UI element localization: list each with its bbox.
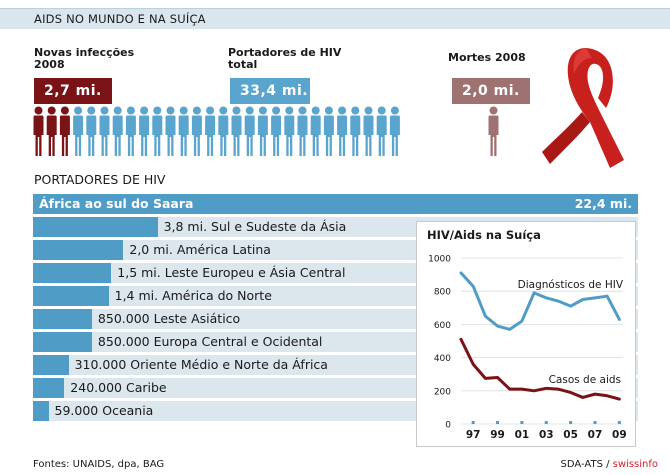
y-tick-label: 800 xyxy=(434,288,451,298)
region-bar xyxy=(33,263,112,283)
x-tick-label: 07 xyxy=(588,429,603,441)
x-tick-mark xyxy=(520,421,524,424)
person-icon xyxy=(59,106,70,156)
y-tick-label: 1000 xyxy=(428,255,451,265)
person-icon xyxy=(297,106,308,156)
x-tick-label: 01 xyxy=(515,429,530,441)
region-label: 3,8 mi. Sul e Sudeste da Ásia xyxy=(163,219,347,234)
region-bar xyxy=(33,378,65,398)
region-bar xyxy=(33,286,109,306)
y-tick-label: 0 xyxy=(445,421,451,431)
credit-prefix: SDA-ATS / xyxy=(560,459,613,470)
page-title: AIDS NO MUNDO E NA SUÍÇA xyxy=(34,12,206,26)
inset-chart-frame: HIV/Aids na Suíça 0 200 400 600 800 1000 97 99 01… xyxy=(416,221,636,447)
person-icon xyxy=(244,106,255,156)
person-icon xyxy=(86,106,97,156)
person-icon xyxy=(152,106,163,156)
region-bar xyxy=(33,332,92,352)
region-label: 240.000 Caribe xyxy=(70,380,167,395)
person-icon xyxy=(310,106,321,156)
region-label: 850.000 Leste Asiático xyxy=(97,311,241,326)
stat-label-line2: total xyxy=(228,58,258,71)
series-line xyxy=(459,337,621,401)
y-tick-label: 600 xyxy=(434,321,451,331)
series-line xyxy=(459,271,621,331)
stat-label-hiv-carriers: Portadores de HIV total xyxy=(228,47,341,71)
sources-text: Fontes: UNAIDS, dpa, BAG xyxy=(33,459,165,470)
region-label: 59.000 Oceania xyxy=(54,403,154,418)
person-icon xyxy=(376,106,387,156)
region-bar xyxy=(33,194,638,214)
x-tick-mark xyxy=(496,421,500,424)
region-label: 1,4 mi. América do Norte xyxy=(114,288,272,303)
stat-label-line1: Mortes 2008 xyxy=(448,51,526,64)
series-label: Diagnósticos de HIV xyxy=(518,279,624,291)
stat-label-line1: Portadores de HIV xyxy=(228,46,342,59)
person-icon xyxy=(488,106,499,156)
people-icons xyxy=(33,106,499,156)
x-tick-label: 97 xyxy=(466,429,481,441)
person-icon xyxy=(257,106,268,156)
region-label: 1,5 mi. Leste Europeu e Ásia Central xyxy=(117,265,346,280)
aids-ribbon-icon xyxy=(542,48,624,168)
person-icon xyxy=(271,106,282,156)
x-tick-label: 09 xyxy=(612,429,627,441)
x-tick-label: 03 xyxy=(539,429,554,441)
y-tick-label: 400 xyxy=(434,354,451,364)
line-chart: HIV/Aids na Suíça 0 200 400 600 800 1000 97 99 01… xyxy=(427,228,627,441)
region-label: 310.000 Oriente Médio e Norte da África xyxy=(74,357,328,372)
region-value: 22,4 mi. xyxy=(574,196,632,211)
stat-value-deaths: 2,0 mi. xyxy=(452,78,530,104)
region-label: 850.000 Europa Central e Ocidental xyxy=(97,334,323,349)
region-bar xyxy=(33,355,69,375)
region-bar xyxy=(33,401,49,421)
person-icon xyxy=(350,106,361,156)
header-bar: AIDS NO MUNDO E NA SUÍÇA xyxy=(0,8,670,29)
stat-value-new-infections: 2,7 mi. xyxy=(34,78,112,104)
series-label: Casos de aids xyxy=(549,374,621,386)
person-icon xyxy=(33,106,44,156)
stat-label-line2: 2008 xyxy=(34,58,65,71)
chart-title: HIV/Aids na Suíça xyxy=(427,228,541,242)
x-tick-label: 05 xyxy=(563,429,578,441)
person-icon xyxy=(139,106,150,156)
stat-label-line1: Novas infecções xyxy=(34,46,135,59)
person-icon xyxy=(112,106,123,156)
section-title: PORTADORES DE HIV xyxy=(34,172,166,187)
x-tick-mark xyxy=(544,421,548,424)
region-bar xyxy=(33,217,158,237)
person-icon xyxy=(231,106,242,156)
credit-brand: swissinfo xyxy=(612,459,658,470)
x-tick-label: 99 xyxy=(490,429,505,441)
region-row-africa: África ao sul do Saara 22,4 mi. xyxy=(33,194,638,214)
region-bar xyxy=(33,240,124,260)
person-icon xyxy=(218,106,229,156)
x-tick-mark xyxy=(569,421,573,424)
person-icon xyxy=(73,106,84,156)
person-icon xyxy=(99,106,110,156)
person-icon xyxy=(125,106,136,156)
person-icon xyxy=(178,106,189,156)
x-tick-mark xyxy=(593,421,597,424)
x-tick-mark xyxy=(471,421,475,424)
person-icon xyxy=(323,106,334,156)
person-icon xyxy=(165,106,176,156)
region-bar xyxy=(33,309,92,329)
person-icon xyxy=(337,106,348,156)
person-icon xyxy=(205,106,216,156)
person-icon xyxy=(284,106,295,156)
stat-value-hiv-carriers: 33,4 mi. xyxy=(230,78,310,104)
stat-label-new-infections: Novas infecções 2008 xyxy=(34,47,134,71)
credit-text: SDA-ATS / swissinfo xyxy=(561,459,658,470)
stat-label-deaths: Mortes 2008 xyxy=(448,52,526,64)
y-tick-label: 200 xyxy=(434,387,451,397)
person-icon xyxy=(389,106,400,156)
person-icon xyxy=(191,106,202,156)
x-tick-mark xyxy=(617,421,621,424)
person-icon xyxy=(363,106,374,156)
person-icon xyxy=(46,106,57,156)
region-label: 2,0 mi. América Latina xyxy=(129,242,271,257)
region-label: África ao sul do Saara xyxy=(39,196,194,211)
